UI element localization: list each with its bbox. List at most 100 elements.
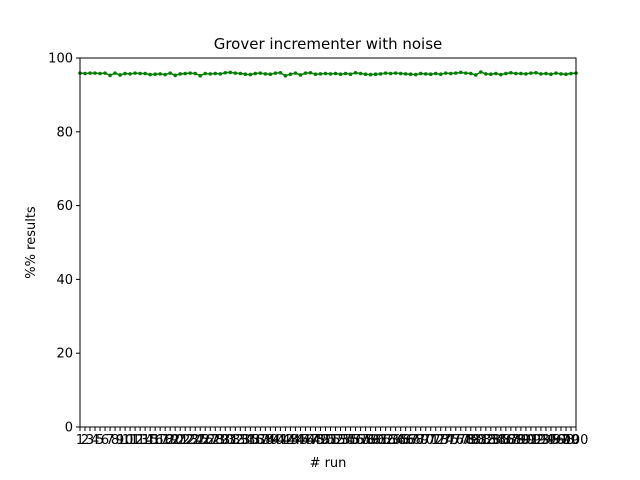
data-point	[398, 71, 403, 76]
data-point	[173, 73, 177, 78]
data-point	[514, 71, 518, 76]
data-point	[83, 71, 87, 76]
y-axis-ticks: 0 20 40 60 80 100	[48, 52, 80, 436]
x-tick-label: 16	[147, 433, 164, 448]
data-point	[549, 72, 553, 77]
data-point	[308, 70, 313, 75]
x-tick-label: 35	[242, 433, 259, 448]
data-point	[248, 72, 253, 77]
x-tick-label: 42	[277, 433, 294, 448]
data-point	[524, 72, 528, 76]
x-tick-label: 62	[377, 433, 394, 448]
data-point	[273, 71, 278, 75]
data-point	[208, 72, 213, 76]
x-tick-label: 17	[152, 433, 169, 448]
data-point	[408, 72, 413, 77]
x-tick-label: 66	[397, 433, 414, 448]
data-point	[544, 71, 548, 76]
data-point	[363, 72, 368, 77]
x-tick-label: 51	[322, 433, 339, 448]
data-point	[148, 72, 152, 77]
x-tick-label: 65	[392, 433, 409, 448]
data-point	[328, 72, 333, 76]
data-point	[128, 72, 132, 76]
x-tick-label: 71	[422, 433, 439, 448]
x-tick-label: 48	[307, 433, 324, 448]
x-tick-label: 61	[372, 433, 389, 448]
x-tick-label: 57	[352, 433, 369, 448]
x-tick-label: 64	[387, 433, 404, 448]
x-tick-label: 69	[412, 433, 429, 448]
data-point	[539, 72, 543, 76]
data-point	[243, 72, 248, 77]
data-point	[98, 71, 102, 76]
x-tick-label: 46	[297, 433, 314, 448]
x-tick-label: 79	[463, 433, 480, 448]
data-point	[183, 71, 188, 76]
x-tick-label: 84	[488, 433, 505, 448]
x-tick-label: 7	[106, 433, 114, 448]
x-tick-label: 58	[357, 433, 374, 448]
x-tick-label: 82	[478, 433, 495, 448]
x-tick-label: 95	[543, 433, 560, 448]
x-tick-label: 75	[442, 433, 459, 448]
x-tick-label: 50	[317, 433, 334, 448]
x-tick-label: 3	[86, 433, 94, 448]
x-tick-label: 41	[272, 433, 289, 448]
x-tick-label: 92	[528, 433, 545, 448]
x-tick-label: 38	[257, 433, 274, 448]
data-point	[564, 72, 568, 77]
data-point	[569, 71, 573, 76]
x-tick-label: 21	[172, 433, 189, 448]
data-point	[484, 72, 488, 76]
x-tick-label: 60	[367, 433, 384, 448]
x-tick-label: 9	[116, 433, 124, 448]
data-point	[178, 72, 183, 76]
series-line	[79, 71, 577, 77]
x-tick-label: 63	[382, 433, 399, 448]
y-tick-label: 20	[56, 347, 73, 362]
data-point	[443, 71, 448, 75]
x-tick-label: 83	[483, 433, 500, 448]
x-tick-label: 56	[347, 433, 364, 448]
x-tick-label: 40	[267, 433, 284, 448]
data-point	[288, 72, 293, 77]
data-point	[213, 71, 218, 76]
data-point	[529, 71, 533, 75]
data-point	[263, 72, 268, 76]
data-point	[123, 71, 127, 76]
x-tick-label: 19	[162, 433, 179, 448]
data-point	[218, 72, 223, 76]
data-point	[293, 71, 298, 75]
y-tick-label: 80	[56, 125, 73, 140]
data-point	[238, 71, 243, 76]
x-tick-label: 20	[167, 433, 184, 448]
x-tick-label: 53	[332, 433, 349, 448]
x-tick-label: 28	[207, 433, 224, 448]
y-tick-label: 60	[56, 199, 73, 214]
data-point	[88, 71, 92, 75]
data-point	[278, 70, 283, 75]
x-axis-label: # run	[310, 456, 347, 471]
axes-frame	[79, 57, 577, 428]
data-point	[108, 73, 112, 78]
data-point	[358, 71, 363, 76]
data-point	[489, 72, 493, 77]
x-tick-label: 85	[493, 433, 510, 448]
data-point	[233, 71, 238, 75]
x-tick-label: 8	[111, 433, 119, 448]
x-tick-label: 54	[337, 433, 354, 448]
data-point	[494, 71, 498, 76]
x-tick-label: 23	[182, 433, 199, 448]
x-tick-label: 88	[508, 433, 525, 448]
data-point	[158, 72, 162, 76]
data-point	[393, 71, 398, 75]
x-tick-label: 52	[327, 433, 344, 448]
x-tick-label: 90	[518, 433, 535, 448]
x-tick-label: 87	[503, 433, 520, 448]
data-point	[193, 71, 198, 76]
data-point	[318, 72, 323, 76]
x-tick-label: 74	[437, 433, 454, 448]
data-point	[103, 71, 107, 75]
x-tick-label: 78	[458, 433, 475, 448]
